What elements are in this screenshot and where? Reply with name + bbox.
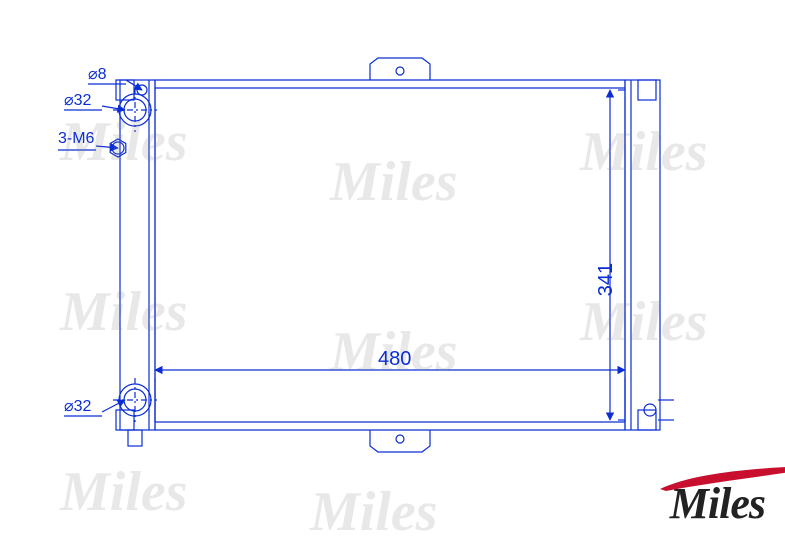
dimension-value: ⌀32	[64, 90, 91, 110]
dimension-value: ⌀32	[64, 396, 91, 416]
dimension-value: 341	[595, 263, 618, 296]
dimension-value: 480	[378, 348, 411, 371]
radiator-drawing	[0, 0, 785, 539]
dimension-value: 3-M6	[58, 130, 94, 148]
dimension-value: ⌀8	[88, 64, 107, 84]
logo-swoosh-icon	[658, 463, 785, 493]
brand-logo: Miles	[670, 478, 765, 529]
